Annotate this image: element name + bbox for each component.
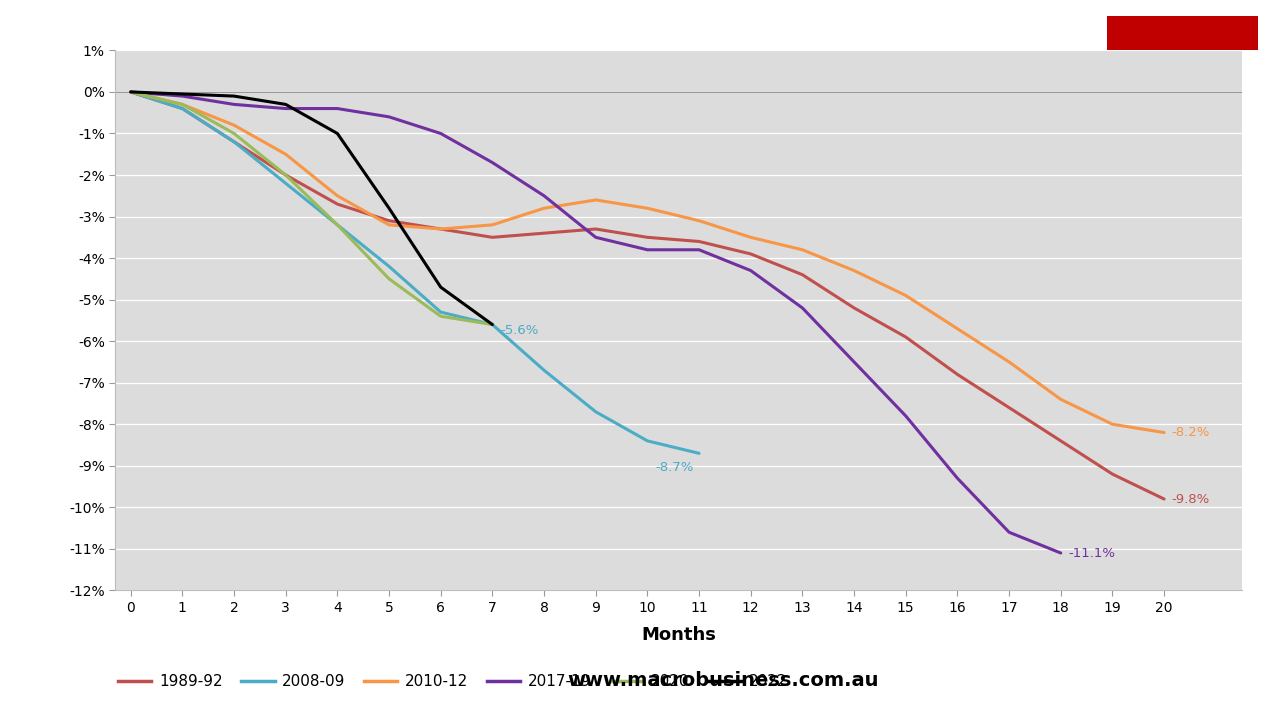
Text: -5.6%: -5.6%	[500, 324, 539, 337]
Legend: 1989-92, 2008-09, 2010-12, 2017-19, 2020, 2022: 1989-92, 2008-09, 2010-12, 2017-19, 2020…	[111, 668, 794, 696]
Text: -11.1%: -11.1%	[1069, 546, 1115, 559]
Text: -8.2%: -8.2%	[1172, 426, 1210, 439]
Text: -9.8%: -9.8%	[1172, 492, 1210, 505]
Text: www.macrobusiness.com.au: www.macrobusiness.com.au	[567, 671, 879, 690]
X-axis label: Months: Months	[641, 626, 716, 644]
Text: -8.7%: -8.7%	[655, 462, 694, 474]
